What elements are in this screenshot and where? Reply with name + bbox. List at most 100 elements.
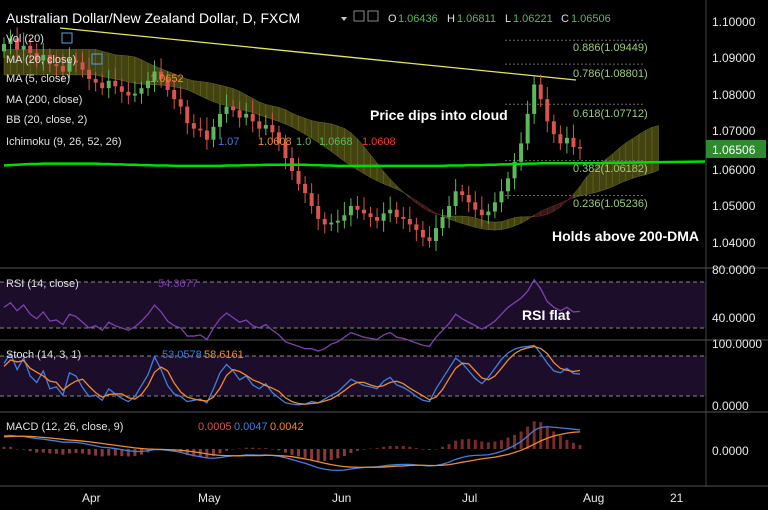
macd-hist-bar (185, 449, 189, 456)
macd-value-1: 0.0005 (198, 421, 232, 433)
macd-hist-bar (297, 449, 301, 457)
cloud-segment (101, 50, 109, 79)
current-price-label: 1.06506 (712, 143, 756, 157)
legend-ma5[interactable]: MA (5, close) (6, 73, 70, 85)
candle-body (434, 228, 438, 241)
legend-ma5-value: 1.0652 (150, 73, 184, 85)
rsi-line (3, 278, 581, 352)
ohlc-low-value: 1.06221 (513, 13, 553, 25)
candle-body (211, 126, 216, 140)
candle-body (525, 113, 530, 144)
macd-hist-bar (107, 449, 111, 456)
cloud-segment (128, 55, 136, 84)
macd-hist-bar (74, 449, 78, 453)
candle-body (303, 183, 308, 194)
candle-body (146, 80, 150, 89)
macd-hist-bar (316, 449, 320, 461)
candle-body (362, 209, 366, 214)
candle-body (381, 213, 386, 221)
candle-body (486, 211, 491, 216)
chart-title[interactable]: Australian Dollar/New Zealand Dollar, D,… (6, 10, 300, 26)
ichimoku-value-4: 1.0668 (319, 136, 353, 148)
macd-hist-bar (565, 439, 569, 449)
rsi-tick: 80.0000 (712, 263, 756, 277)
eye-icon[interactable] (61, 32, 73, 44)
candle-body (106, 80, 111, 89)
price-tick: 1.09000 (712, 51, 756, 65)
ichimoku-value-3: 1.0 (296, 136, 311, 148)
legend-ichimoku[interactable]: Ichimoku (9, 26, 52, 26) (6, 136, 122, 148)
candle-body (2, 43, 6, 52)
macd-hist-bar (61, 449, 65, 455)
candle-body (440, 217, 445, 229)
ma200-line (3, 160, 706, 168)
macd-hist-bar (558, 435, 562, 449)
candle-body (276, 132, 281, 144)
macd-hist-bar (48, 449, 52, 454)
macd-hist-bar (349, 449, 353, 453)
candle-body (178, 99, 183, 107)
candle-body (60, 66, 65, 72)
stoch-label[interactable]: Stoch (14, 3, 1) (6, 349, 81, 361)
macd-hist-bar (382, 446, 386, 449)
cloud-segment (475, 217, 483, 230)
rsi-tick: 40.0000 (712, 311, 756, 325)
cloud-segment (245, 94, 253, 113)
macd-hist-bar (454, 440, 458, 449)
macd-hist-bar (414, 448, 418, 449)
candle-body (388, 209, 393, 214)
ohlc-low-key: L (505, 13, 511, 25)
candle-body (453, 191, 458, 207)
candle-body (152, 71, 157, 81)
cloud-segment (278, 107, 286, 125)
candle-body (80, 62, 85, 70)
macd-hist-bar (264, 448, 268, 449)
fib-label-786: 0.786(1.08801) (573, 68, 648, 80)
price-tick: 1.07000 (712, 124, 756, 138)
legend-bb[interactable]: BB (20, close, 2) (6, 114, 87, 126)
macd-hist-bar (225, 449, 229, 451)
candle-body (322, 218, 327, 225)
candle-body (198, 128, 203, 131)
candle-body (473, 202, 478, 210)
stoch-k-line (3, 344, 581, 406)
settings-icon[interactable] (367, 10, 379, 22)
annotation-rsi: RSI flat (522, 307, 571, 323)
candle-body (87, 69, 92, 79)
macd-hist-bar (323, 449, 327, 461)
stoch-k-value: 53.0578 (162, 349, 202, 361)
macd-hist-bar (179, 449, 183, 453)
legend-ma200[interactable]: MA (200, close) (6, 94, 82, 106)
legend-vol[interactable]: Vol (20) (6, 33, 44, 45)
annotation-cloud: Price dips into cloud (370, 107, 508, 123)
candle-body (218, 113, 222, 127)
chevron-down-icon[interactable] (341, 17, 347, 21)
macd-hist-bar (257, 448, 261, 449)
candle-body (172, 89, 177, 100)
candle-body (270, 124, 275, 133)
macd-hist-bar (395, 445, 399, 449)
candle-body (47, 54, 52, 65)
stoch-tick: 100.0000 (712, 337, 762, 351)
cloud-segment (226, 86, 234, 108)
rsi-label[interactable]: RSI (14, close) (6, 278, 79, 290)
macd-hist-bar (9, 446, 13, 449)
macd-hist-bar (283, 449, 287, 453)
macd-hist-bar (552, 431, 556, 449)
time-tick: Jul (462, 491, 477, 505)
eye-icon[interactable] (353, 10, 365, 22)
time-tick: Jun (332, 491, 351, 505)
macd-tick: 0.0000 (712, 444, 749, 458)
candle-body (204, 130, 209, 140)
macd-label[interactable]: MACD (12, 26, close, 9) (6, 421, 123, 433)
macd-hist-bar (244, 447, 248, 449)
legend-ma20[interactable]: MA (20, close) (6, 54, 76, 66)
candle-body (113, 80, 118, 87)
ohlc-open-key: O (388, 13, 397, 25)
candle-body (558, 134, 563, 144)
candle-body (578, 147, 582, 149)
candle-body (538, 84, 543, 100)
macd-hist-bar (67, 449, 71, 454)
eye-icon[interactable] (91, 53, 103, 65)
candle-body (460, 191, 465, 195)
